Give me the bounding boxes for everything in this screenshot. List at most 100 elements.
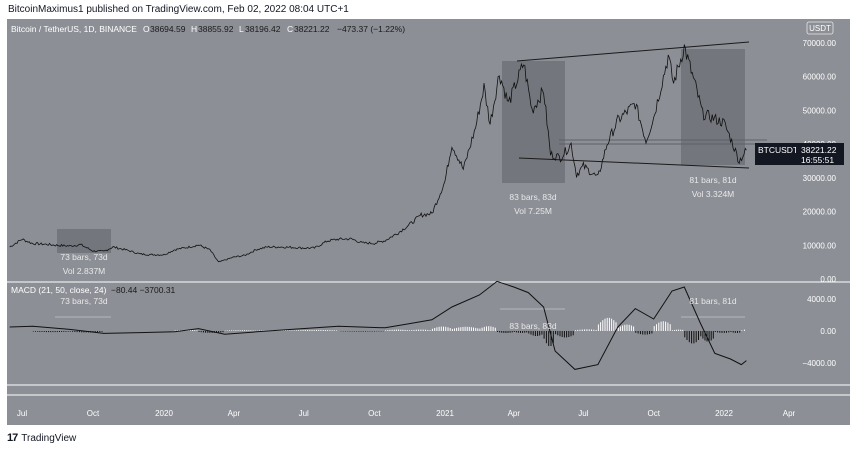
macd-hist-bar	[688, 331, 690, 343]
macd-hist-bar	[552, 331, 554, 344]
macd-hist-bar	[300, 330, 302, 331]
macd-hist-bar	[600, 322, 602, 331]
macd-hist-bar	[501, 331, 503, 333]
macd-hist-bar	[458, 327, 460, 331]
macd-hist-bar	[708, 331, 710, 342]
macd-hist-bar	[639, 331, 641, 335]
macd-hist-bar	[302, 330, 304, 331]
macd-hist-bar	[371, 331, 373, 332]
macd-hist-bar	[229, 330, 230, 331]
macd-hist-bar	[311, 329, 313, 331]
macd-hist-bar	[50, 331, 52, 333]
macd-hist-bar	[611, 318, 613, 331]
macd-title[interactable]: MACD (21, 50, close, 24)	[11, 285, 107, 295]
x-tick-label: Oct	[647, 409, 660, 418]
macd-hist-bar	[360, 331, 362, 332]
macd-hist-bar	[617, 327, 619, 331]
x-tick-label: Jul	[578, 409, 588, 418]
range-box-2	[502, 61, 565, 183]
x-tick-label: Jul	[17, 409, 27, 418]
macd-hist-bar	[588, 329, 590, 331]
channel-upper-line[interactable]	[516, 41, 750, 62]
macd-hist-bar	[69, 331, 71, 332]
macd-hist-bar	[464, 326, 466, 331]
macd-hist-bar	[83, 331, 85, 333]
macd-hist-bar	[418, 329, 420, 331]
macd-hist-bar	[81, 331, 83, 333]
macd-hist-bar	[572, 331, 574, 336]
macd-hist-bar	[39, 331, 41, 332]
macd-hist-bar	[548, 331, 550, 346]
macd-hist-bar	[593, 329, 595, 331]
macd-hist-bar	[422, 329, 424, 331]
macd-hist-bar	[233, 330, 235, 331]
macd-hist-bar	[179, 330, 181, 331]
macd-hist-bar	[743, 329, 745, 331]
macd-hist-bar	[651, 331, 653, 334]
currency-badge-bg[interactable]	[806, 21, 834, 35]
ohlc-open-label: O	[143, 24, 150, 34]
macd-hist-bar	[259, 330, 261, 331]
macd-hist-bar	[244, 330, 245, 331]
macd-hist-bar	[676, 329, 678, 331]
macd-hist-bar	[734, 331, 736, 333]
macd-hist-bar	[415, 329, 417, 331]
macd-hist-bar	[101, 331, 103, 332]
macd-hist-bar	[393, 329, 395, 331]
macd-hist-bar	[456, 327, 458, 331]
x-tick-label: Apr	[783, 409, 796, 418]
macd-hist-bar	[398, 329, 400, 331]
macd-hist-bar	[586, 329, 588, 331]
macd-hist-bar	[481, 327, 483, 331]
macd-hist-bar	[667, 322, 669, 331]
price-tick-label: 0.00	[820, 275, 836, 284]
macd-hist-bar	[250, 330, 252, 331]
macd-hist-bar	[45, 331, 47, 333]
x-tick-label: Oct	[87, 409, 100, 418]
channel-lower-line[interactable]	[518, 157, 750, 169]
macd-hist-bar	[577, 329, 579, 331]
macd-hist-bar	[658, 322, 660, 331]
x-tick-label: 2022	[715, 409, 733, 418]
macd-hist-bar	[333, 330, 335, 331]
macd-hist-bar	[678, 329, 680, 331]
macd-hist-bar	[721, 331, 723, 333]
macd-hist-bar	[202, 331, 204, 333]
macd-hist-bar	[532, 331, 534, 336]
macd-hist-bar	[48, 331, 50, 333]
macd-hist-bar	[568, 331, 570, 337]
macd-hist-bar	[411, 330, 413, 331]
chart-area[interactable]: 0.0010000.0020000.0030000.0040000.005000…	[7, 19, 850, 425]
macd-hist-bar	[492, 326, 494, 331]
macd-hist-bar	[434, 328, 436, 331]
chart-svg[interactable]: 0.0010000.0020000.0030000.0040000.005000…	[7, 19, 850, 425]
macd-hist-bar	[579, 329, 581, 331]
macd-hist-bar	[513, 331, 515, 332]
macd-hist-bar	[54, 331, 56, 333]
symbol-legend[interactable]: Bitcoin / TetherUS, 1D, BINANCE	[11, 24, 137, 34]
macd-hist-bar	[198, 331, 200, 332]
currency-badge[interactable]: USDT	[809, 24, 831, 33]
macd-hist-bar	[522, 331, 524, 333]
macd-hist-bar	[429, 330, 431, 331]
macd-hist-bar	[555, 331, 557, 335]
macd-hist-bar	[563, 331, 565, 338]
macd-hist-bar	[702, 331, 704, 339]
tradingview-brand[interactable]: TradingView	[21, 432, 77, 444]
macd-hist-bar	[704, 331, 706, 341]
footer: 17 TradingView	[7, 431, 76, 445]
macd-hist-bar	[497, 331, 498, 332]
macd-values: −80.44 −3700.31	[111, 285, 176, 295]
tradingview-logo-icon[interactable]: 17	[7, 432, 18, 444]
price-series	[9, 44, 747, 263]
macd-hist-bar	[509, 331, 511, 333]
price-tag-countdown: 16:55:51	[801, 155, 834, 165]
ohlc-low-label: L	[239, 24, 244, 34]
macd-hist-bar	[714, 331, 716, 332]
macd-hist-bar	[425, 329, 426, 331]
macd-hist-bar	[97, 331, 98, 333]
macd-hist-bar	[289, 330, 291, 331]
macd-hist-bar	[483, 326, 485, 331]
macd-hist-bar	[391, 329, 393, 331]
macd-hist-bar	[427, 329, 429, 331]
